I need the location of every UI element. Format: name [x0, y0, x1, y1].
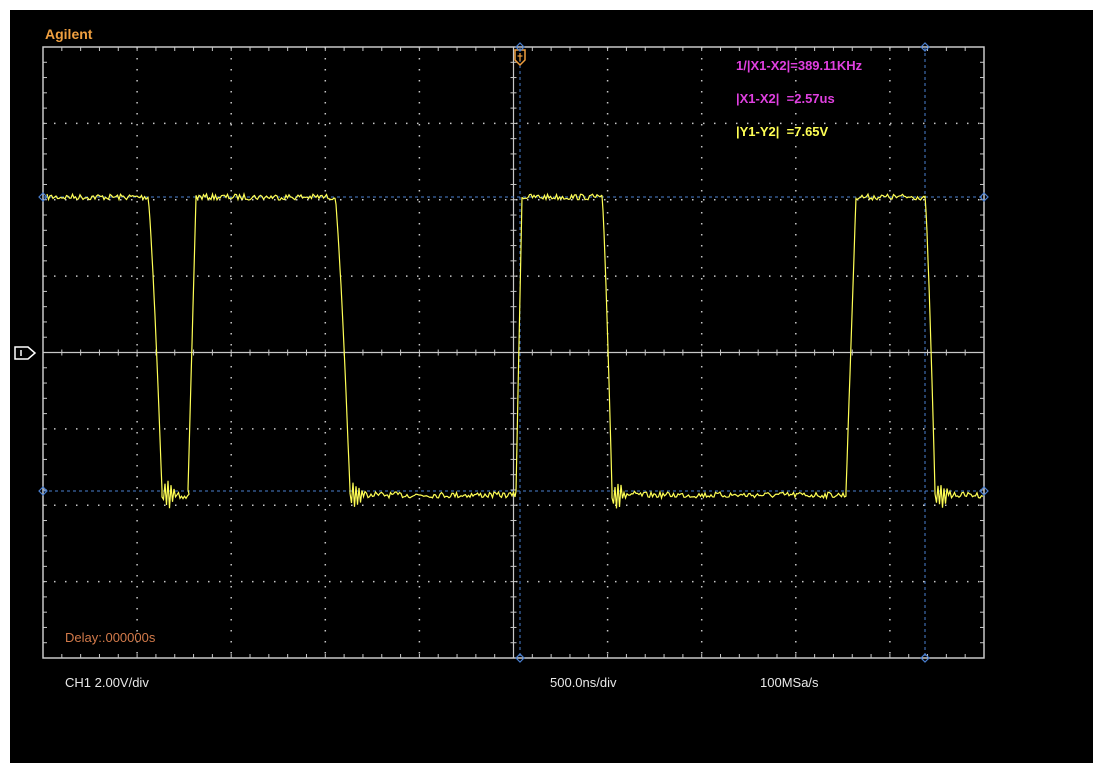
measure-delta-x: |X1-X2| =2.57us — [736, 91, 835, 106]
cursor-marker-icon — [979, 486, 989, 496]
cursor-markers — [38, 42, 989, 663]
cursor-marker-icon — [38, 486, 48, 496]
sample-rate: 100MSa/s — [760, 675, 819, 690]
ch1-ground-marker[interactable] — [14, 346, 37, 360]
trigger-position-marker[interactable] — [514, 49, 526, 67]
brand-logo: Agilent — [45, 26, 93, 42]
cursor-marker-icon — [920, 42, 930, 52]
delay-readout: Delay:.000000s — [65, 630, 156, 645]
oscilloscope-window: Agilent 1/|X1-X2|=389.11KHz |X1-X2| =2.5… — [10, 10, 1093, 763]
cursor-marker-icon — [515, 653, 525, 663]
cursor-marker-icon — [515, 42, 525, 52]
channel-scale: CH1 2.00V/div — [65, 675, 149, 690]
scope-screen — [14, 42, 989, 663]
timebase-scale: 500.0ns/div — [550, 675, 617, 690]
ch1-trace — [46, 191, 984, 509]
cursor-marker-icon — [38, 192, 48, 202]
cursor-marker-icon — [979, 192, 989, 202]
measure-delta-y: |Y1-Y2| =7.65V — [736, 124, 829, 139]
graticule-grid — [42, 46, 985, 659]
measure-frequency: 1/|X1-X2|=389.11KHz — [736, 58, 863, 73]
graticule-border — [42, 46, 985, 659]
cursor-marker-icon — [920, 653, 930, 663]
